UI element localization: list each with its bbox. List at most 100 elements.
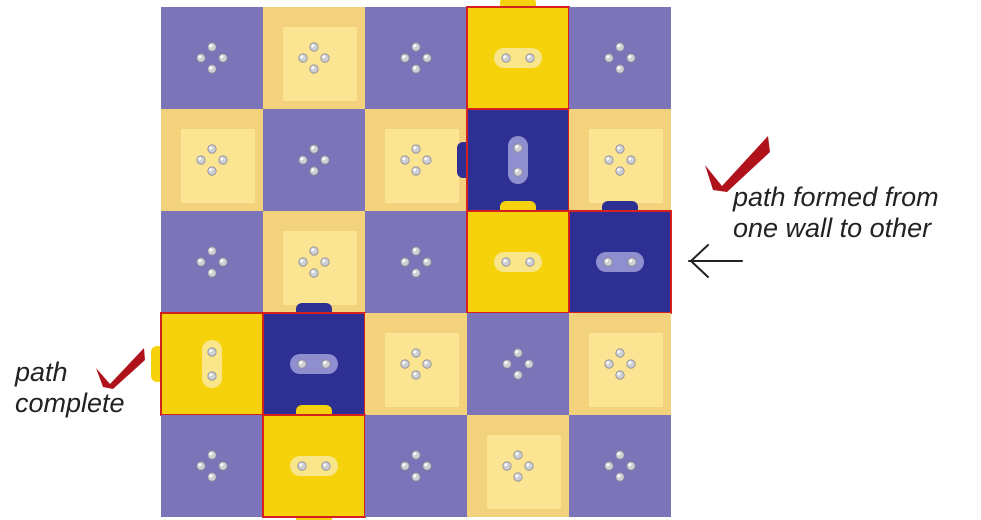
stud [207, 472, 217, 482]
stud-highlight [606, 55, 610, 59]
stud [411, 64, 421, 74]
stud [604, 359, 614, 369]
stud-highlight [413, 146, 417, 150]
stud-highlight [606, 157, 610, 161]
stud [411, 42, 421, 52]
stud-highlight [617, 372, 621, 376]
tile-purple [161, 415, 263, 517]
stud [411, 450, 421, 460]
stud [615, 64, 625, 74]
stud [309, 42, 319, 52]
stud-highlight [413, 372, 417, 376]
tile-cream [161, 109, 263, 211]
stud [400, 155, 410, 165]
stud [411, 348, 421, 358]
stud [297, 359, 307, 369]
tile-cream [365, 109, 467, 211]
tile-purple [161, 7, 263, 109]
stud-highlight [198, 463, 202, 467]
stud [400, 461, 410, 471]
path-complete-annotation: path complete [15, 357, 125, 419]
stud-highlight [209, 248, 213, 252]
tile-cream [263, 211, 365, 313]
stud [196, 257, 206, 267]
stud-highlight [209, 270, 213, 274]
stud [524, 461, 534, 471]
stud-highlight [606, 463, 610, 467]
stud-highlight [617, 66, 621, 70]
stud-highlight [617, 44, 621, 48]
stud [615, 348, 625, 358]
stud-highlight [209, 349, 213, 353]
stud-highlight [617, 168, 621, 172]
stud [604, 461, 614, 471]
tile-slot [290, 456, 338, 476]
tile-slot [290, 354, 338, 374]
stud-highlight [311, 44, 315, 48]
stud-highlight [311, 66, 315, 70]
stud-highlight [402, 259, 406, 263]
stud [501, 53, 511, 63]
tile-yellow-h [466, 201, 570, 323]
stud-highlight [311, 248, 315, 252]
tile-purple [569, 7, 671, 109]
stud-highlight [424, 361, 428, 365]
stud-highlight [220, 463, 224, 467]
stud [320, 155, 330, 165]
stud [218, 257, 228, 267]
tile-slot [202, 340, 222, 388]
stud-highlight [628, 361, 632, 365]
stud-highlight [299, 463, 303, 467]
tile-bg [365, 211, 467, 313]
stud [502, 359, 512, 369]
stud-highlight [413, 66, 417, 70]
stud [627, 257, 637, 267]
tile-bg [365, 415, 467, 517]
stud [218, 155, 228, 165]
stud-highlight [617, 350, 621, 354]
tile-bg [161, 7, 263, 109]
stud [298, 155, 308, 165]
tile-cream [365, 313, 467, 415]
stud-highlight [628, 463, 632, 467]
stud [218, 461, 228, 471]
stud [513, 370, 523, 380]
stud [309, 144, 319, 154]
stud [411, 472, 421, 482]
stud [615, 472, 625, 482]
stud [422, 461, 432, 471]
stud-highlight [413, 248, 417, 252]
stud [604, 155, 614, 165]
stud [422, 257, 432, 267]
stud [411, 246, 421, 256]
stud-highlight [322, 157, 326, 161]
stud [615, 370, 625, 380]
stud [603, 257, 613, 267]
stud-highlight [300, 157, 304, 161]
annotation-line: path [15, 357, 68, 387]
checkmark-icon [705, 136, 770, 192]
stud-highlight [300, 55, 304, 59]
stud-highlight [628, 157, 632, 161]
stud [513, 450, 523, 460]
stud-highlight [209, 44, 213, 48]
stud-highlight [209, 168, 213, 172]
stud [626, 359, 636, 369]
stud-highlight [402, 55, 406, 59]
stud [218, 53, 228, 63]
stud [298, 257, 308, 267]
tile-inner [487, 435, 561, 509]
stud-highlight [605, 259, 609, 263]
stud-highlight [527, 55, 531, 59]
tile-inner [283, 231, 357, 305]
stud-highlight [220, 55, 224, 59]
tile-yellow-v [151, 312, 273, 416]
stud [400, 53, 410, 63]
stud [321, 359, 331, 369]
stud [400, 359, 410, 369]
stud [502, 461, 512, 471]
stud [501, 257, 511, 267]
stud [411, 268, 421, 278]
stud-highlight [402, 361, 406, 365]
stud [297, 461, 307, 471]
